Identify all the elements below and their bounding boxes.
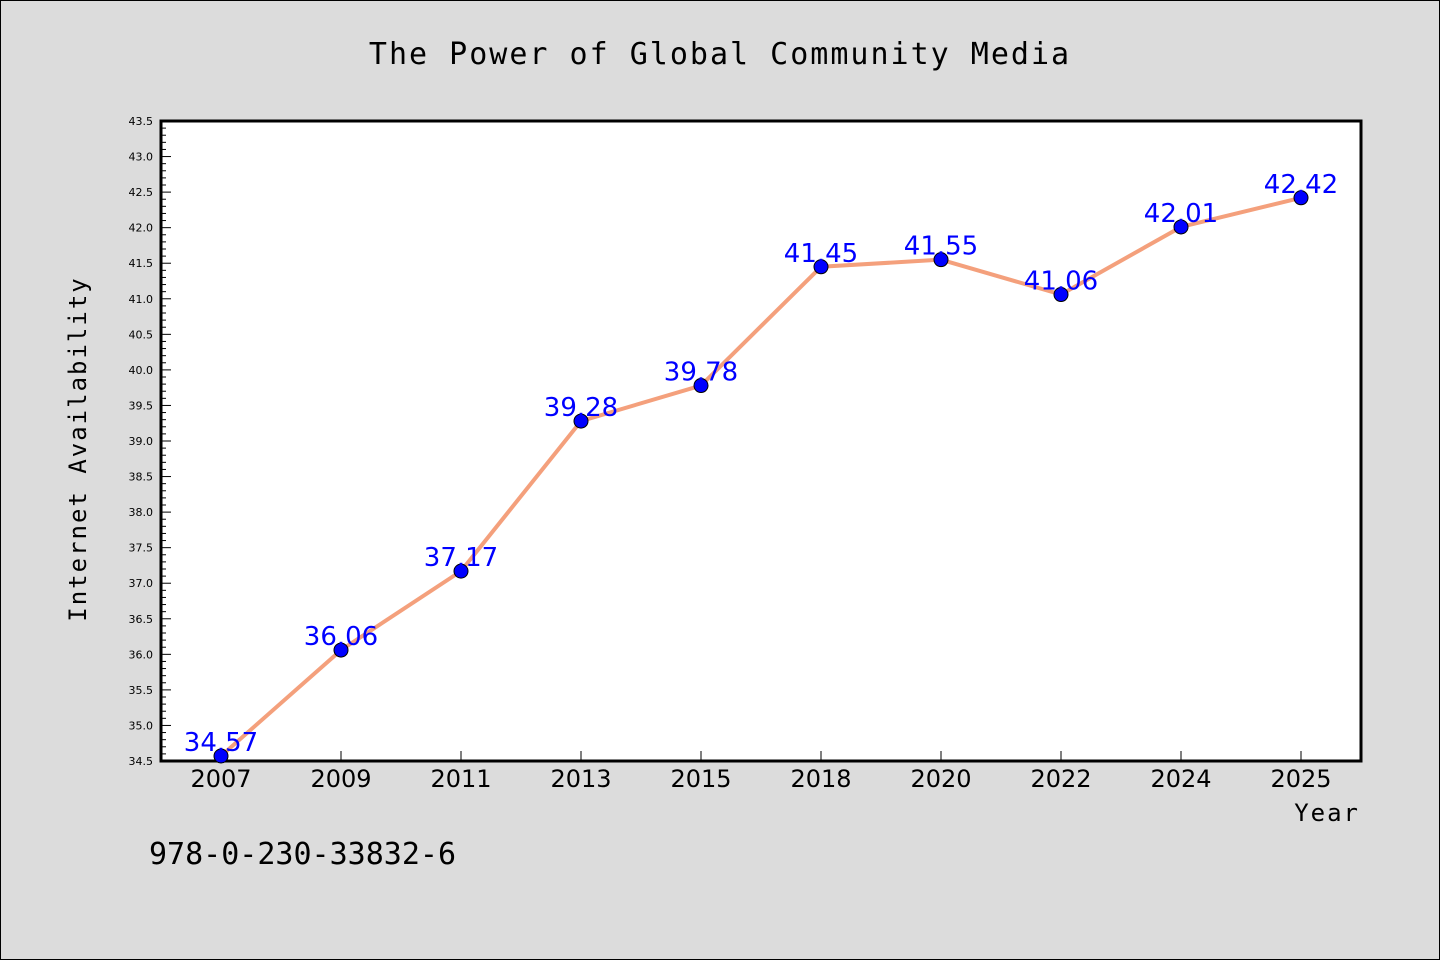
x-tick-label: 2024 xyxy=(1150,765,1211,793)
data-point-marker xyxy=(1293,190,1309,206)
data-label: 39.78 xyxy=(664,358,738,388)
plot-area xyxy=(159,119,1363,763)
y-tick-label: 40.0 xyxy=(129,364,154,377)
x-axis: 2007 2009 2011 2013 2015 2018 2020 2022 2024 2025 xyxy=(190,751,1332,793)
data-point-marker xyxy=(693,378,709,394)
data-point-marker xyxy=(1053,287,1069,303)
x-axis-label: Year xyxy=(1294,799,1360,827)
y-tick-label: 35.0 xyxy=(129,719,154,732)
data-point-marker xyxy=(333,642,349,658)
x-tick-label: 2022 xyxy=(1030,765,1091,793)
data-label: 37.17 xyxy=(424,543,498,573)
y-tick-label: 35.5 xyxy=(129,684,154,697)
data-point-marker xyxy=(813,259,829,275)
data-point-marker xyxy=(213,748,229,764)
x-tick-label: 2007 xyxy=(190,765,251,793)
y-tick-label: 42.0 xyxy=(129,222,154,235)
x-tick-label: 2025 xyxy=(1270,765,1331,793)
x-tick-label: 2018 xyxy=(790,765,851,793)
x-tick-label: 2020 xyxy=(910,765,971,793)
y-tick-label: 39.0 xyxy=(129,435,154,448)
y-tick-label: 34.5 xyxy=(129,755,154,768)
data-label: 39.28 xyxy=(544,393,618,423)
x-tick-label: 2015 xyxy=(670,765,731,793)
data-point-marker xyxy=(453,563,469,579)
y-tick-label: 41.0 xyxy=(129,293,154,306)
series-line-group: 34.57 36.06 37.17 39.28 39.78 41.45 41.55 41.06… xyxy=(184,170,1338,764)
series-line xyxy=(219,195,1303,759)
y-axis: 34.5 35.0 35.5 36.0 36.5 37.0 37.5 38.0 38.5 39.0… xyxy=(129,115,171,768)
x-tick-label: 2009 xyxy=(310,765,371,793)
data-label: 41.06 xyxy=(1024,267,1098,297)
data-label: 36.06 xyxy=(304,622,378,652)
y-tick-label: 37.5 xyxy=(129,542,154,555)
y-tick-label: 38.5 xyxy=(129,471,154,484)
y-tick-label: 41.5 xyxy=(129,257,154,270)
isbn-annotation: 978-0-230-33832-6 xyxy=(149,837,456,872)
y-axis-label: Internet Availability xyxy=(64,276,92,621)
data-label: 41.55 xyxy=(904,232,978,262)
data-point-marker xyxy=(933,252,949,268)
y-tick-label: 39.5 xyxy=(129,399,154,412)
y-tick-label: 38.0 xyxy=(129,506,154,519)
y-tick-label: 36.5 xyxy=(129,613,154,626)
y-tick-label: 36.0 xyxy=(129,648,154,661)
data-point-marker xyxy=(1173,219,1189,235)
x-tick-label: 2011 xyxy=(430,765,491,793)
y-tick-label: 43.5 xyxy=(129,115,154,128)
data-point-marker xyxy=(573,413,589,429)
data-label: 42.42 xyxy=(1264,170,1338,200)
data-label: 41.45 xyxy=(784,239,858,269)
y-tick-label: 43.0 xyxy=(129,151,154,164)
y-tick-label: 42.5 xyxy=(129,186,154,199)
data-label: 42.01 xyxy=(1144,199,1218,229)
y-tick-label: 37.0 xyxy=(129,577,154,590)
x-tick-label: 2013 xyxy=(550,765,611,793)
y-tick-label: 40.5 xyxy=(129,328,154,341)
data-label: 34.57 xyxy=(184,728,258,758)
chart-title: The Power of Global Community Media xyxy=(369,37,1071,72)
